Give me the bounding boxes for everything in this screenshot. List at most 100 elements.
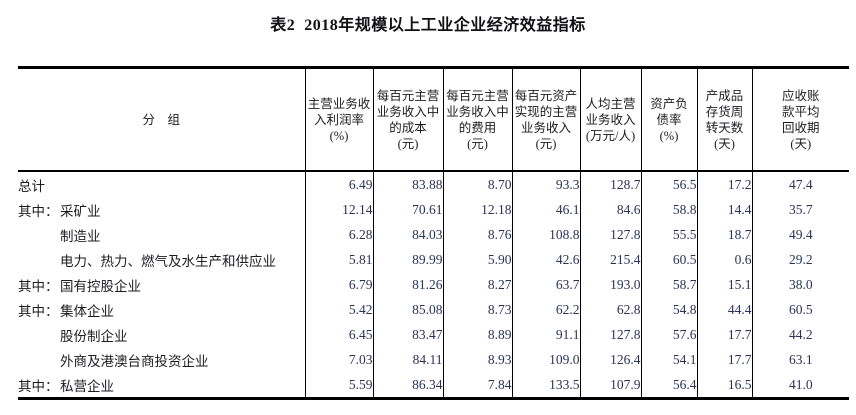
- cell-value: 44.4: [696, 297, 752, 322]
- row-prefix: 其中：: [18, 278, 59, 294]
- cell-value: 83.88: [372, 171, 443, 197]
- table-row: 总计 6.49 83.88 8.70 93.3 128.7 56.5 17.2 47.4: [18, 171, 849, 197]
- header-row: 分 组 主营业务收 入利润率 (%) 每百元主营 业务收入中 的成本 (元) 每…: [18, 67, 849, 172]
- header-cost-per-100: 每百元主营 业务收入中 的成本 (元): [372, 67, 443, 172]
- cell-value: 7.84: [442, 372, 512, 399]
- header-revenue-per-100-assets: 每百元资产 实现的主营 业务收入 (元): [511, 67, 580, 172]
- cell-value: 54.1: [640, 347, 697, 372]
- cell-value: 49.4: [751, 222, 849, 247]
- cell-value: 15.1: [696, 272, 752, 297]
- cell-value: 6.49: [304, 171, 373, 197]
- table-body: 总计 6.49 83.88 8.70 93.3 128.7 56.5 17.2 47.4 其中：采…: [18, 171, 849, 399]
- cell-value: 193.0: [579, 272, 641, 297]
- row-name: 集体企业: [60, 303, 114, 319]
- cell-value: 70.61: [372, 197, 443, 222]
- header-debt-ratio: 资产负 债率 (%): [640, 67, 697, 172]
- row-prefix: 其中：: [18, 203, 59, 219]
- table-row: 其中： 集体企业 5.42 85.08 8.73 62.2 62.8 54.8 44.4 60.5: [18, 297, 849, 322]
- cell-value: 47.4: [751, 171, 849, 197]
- cell-value: 60.5: [640, 247, 697, 272]
- row-label: 股份制企业: [18, 322, 305, 347]
- cell-value: 5.42: [304, 297, 373, 322]
- cell-value: 91.1: [511, 322, 580, 347]
- cell-value: 8.73: [442, 297, 512, 322]
- header-receivables-collection-period: 应收账 款平均 回收期 (天): [751, 67, 849, 172]
- cell-value: 17.7: [696, 322, 752, 347]
- cell-value: 89.99: [372, 247, 443, 272]
- cell-value: 127.8: [579, 222, 641, 247]
- cell-value: 86.34: [372, 372, 443, 399]
- cell-value: 84.03: [372, 222, 443, 247]
- cell-value: 17.7: [696, 347, 752, 372]
- row-label: 总计: [18, 171, 305, 197]
- cell-value: 84.6: [579, 197, 641, 222]
- row-name: 制造业: [60, 228, 101, 244]
- cell-value: 41.0: [751, 372, 849, 399]
- cell-value: 58.8: [640, 197, 697, 222]
- cell-value: 42.6: [511, 247, 580, 272]
- cell-value: 57.6: [640, 322, 697, 347]
- cell-value: 7.03: [304, 347, 373, 372]
- row-name: 总计: [18, 178, 45, 194]
- row-prefix: 其中：: [18, 378, 59, 394]
- row-prefix: 其中：: [18, 303, 59, 319]
- cell-value: 6.28: [304, 222, 373, 247]
- cell-value: 54.8: [640, 297, 697, 322]
- table-row: 股份制企业 6.45 83.47 8.89 91.1 127.8 57.6 17.7 44.2: [18, 322, 849, 347]
- cell-value: 6.79: [304, 272, 373, 297]
- cell-value: 63.1: [751, 347, 849, 372]
- table-row: 外商及港澳台商投资企业 7.03 84.11 8.93 109.0 126.4 54.1 17…: [18, 347, 849, 372]
- cell-value: 93.3: [511, 171, 580, 197]
- header-inventory-turnover-days: 产成品 存货周 转天数 (天): [696, 67, 752, 172]
- row-name: 采矿业: [60, 203, 101, 219]
- table-row: 其中： 国有控股企业 6.79 81.26 8.27 63.7 193.0 58.7 15.1 3…: [18, 272, 849, 297]
- cell-value: 83.47: [372, 322, 443, 347]
- cell-value: 58.7: [640, 272, 697, 297]
- row-name: 股份制企业: [60, 328, 128, 344]
- cell-value: 215.4: [579, 247, 641, 272]
- cell-value: 8.76: [442, 222, 512, 247]
- row-label: 其中： 采矿业: [18, 197, 305, 222]
- cell-value: 84.11: [372, 347, 443, 372]
- cell-value: 85.08: [372, 297, 443, 322]
- cell-value: 108.8: [511, 222, 580, 247]
- cell-value: 128.7: [579, 171, 641, 197]
- cell-value: 109.0: [511, 347, 580, 372]
- row-label: 其中： 国有控股企业: [18, 272, 305, 297]
- table-title: 表2 2018年规模以上工业企业经济效益指标: [270, 17, 586, 34]
- cell-value: 8.93: [442, 347, 512, 372]
- cell-value: 38.0: [751, 272, 849, 297]
- cell-value: 126.4: [579, 347, 641, 372]
- header-profit-rate: 主营业务收 入利润率 (%): [304, 67, 373, 172]
- row-name: 电力、热力、燃气及水生产和供应业: [60, 253, 276, 269]
- cell-value: 5.81: [304, 247, 373, 272]
- row-label: 外商及港澳台商投资企业: [18, 347, 305, 372]
- cell-value: 12.18: [442, 197, 512, 222]
- cell-value: 12.14: [304, 197, 373, 222]
- row-name: 私营企业: [60, 378, 114, 394]
- cell-value: 55.5: [640, 222, 697, 247]
- header-expense-per-100: 每百元主营 业务收入中 的费用 (元): [442, 67, 512, 172]
- cell-value: 14.4: [696, 197, 752, 222]
- row-name: 国有控股企业: [60, 278, 141, 294]
- cell-value: 46.1: [511, 197, 580, 222]
- table-row: 其中： 采矿业 12.14 70.61 12.18 46.1 84.6 58.8 14.4 35.…: [18, 197, 849, 222]
- cell-value: 60.5: [751, 297, 849, 322]
- table-row: 电力、热力、燃气及水生产和供应业 5.81 89.99 5.90 42.6 215.4 60…: [18, 247, 849, 272]
- cell-value: 81.26: [372, 272, 443, 297]
- cell-value: 17.2: [696, 171, 752, 197]
- cell-value: 56.5: [640, 171, 697, 197]
- indicators-table: 分 组 主营业务收 入利润率 (%) 每百元主营 业务收入中 的成本 (元) 每…: [18, 66, 849, 400]
- cell-value: 127.8: [579, 322, 641, 347]
- cell-value: 62.2: [511, 297, 580, 322]
- cell-value: 107.9: [579, 372, 641, 399]
- cell-value: 29.2: [751, 247, 849, 272]
- table-row: 其中： 私营企业 5.59 86.34 7.84 133.5 107.9 56.4 16.5 41…: [18, 372, 849, 399]
- row-label: 其中： 集体企业: [18, 297, 305, 322]
- cell-value: 0.6: [696, 247, 752, 272]
- table-row: 制造业 6.28 84.03 8.76 108.8 127.8 55.5 18.7 49.4: [18, 222, 849, 247]
- cell-value: 63.7: [511, 272, 580, 297]
- row-label: 制造业: [18, 222, 305, 247]
- cell-value: 16.5: [696, 372, 752, 399]
